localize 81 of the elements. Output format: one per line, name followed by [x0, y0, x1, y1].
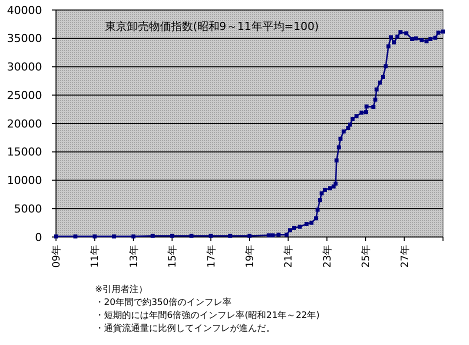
point [420, 38, 424, 42]
point [92, 234, 97, 238]
text: ・20年間で約350倍のインフレ率 [95, 297, 232, 308]
point [424, 39, 429, 44]
point [374, 87, 379, 92]
point [441, 30, 445, 34]
point [309, 220, 314, 225]
y-tick-label: 40000 [7, 4, 42, 17]
point [433, 36, 438, 40]
point [378, 80, 382, 85]
point [288, 228, 292, 232]
y-tick-label: 5000 [14, 202, 42, 216]
point [342, 129, 346, 134]
point [373, 98, 378, 102]
point [354, 114, 359, 118]
point [170, 234, 174, 238]
point [364, 110, 368, 114]
point [112, 234, 116, 238]
point [304, 222, 309, 226]
x-tick-label: 13年 [128, 245, 140, 268]
x-tick-label: 23年 [321, 245, 334, 268]
point [346, 126, 350, 130]
point [334, 158, 339, 162]
point [73, 234, 78, 238]
point [298, 224, 302, 229]
point [270, 233, 275, 238]
x-tick-label: 11年 [89, 245, 102, 268]
point [54, 234, 58, 238]
point [338, 136, 342, 141]
point [348, 122, 352, 127]
x-tick-label: 27年 [398, 245, 411, 268]
point [436, 30, 440, 35]
x-tick-label: 09年 [50, 245, 62, 268]
point [371, 105, 376, 110]
point [404, 31, 408, 36]
y-tick-label: 15000 [7, 146, 42, 159]
point [428, 36, 432, 41]
point [189, 234, 194, 238]
point [322, 188, 327, 192]
point [392, 40, 396, 44]
point [360, 110, 364, 115]
point [398, 30, 402, 34]
point [334, 182, 338, 186]
y-tick-label: 20000 [7, 117, 42, 130]
point [150, 234, 155, 238]
x-tick-label: 17年 [205, 245, 218, 268]
x-tick-label: 19年 [244, 245, 256, 268]
point [228, 234, 232, 238]
point [276, 232, 281, 237]
point [314, 216, 318, 220]
point [292, 226, 296, 230]
point [350, 116, 355, 121]
point [208, 234, 213, 238]
point [410, 36, 414, 41]
y-tick-label: 30000 [7, 60, 42, 74]
x-tick-label: 15年 [166, 245, 179, 268]
point [395, 34, 400, 39]
point [316, 208, 320, 212]
point [248, 234, 252, 238]
point [318, 198, 322, 202]
point [384, 64, 388, 68]
point [388, 35, 393, 40]
y-tick-label: 0 [35, 230, 42, 244]
point [364, 104, 369, 108]
y-tick-label: 10000 [7, 174, 42, 188]
point [284, 232, 289, 237]
point [328, 186, 332, 190]
text: ※引用者注） [95, 284, 148, 295]
point [320, 191, 324, 196]
text: 東京卸売物価指数(昭和9～11年平均=100) [105, 20, 319, 33]
point [386, 44, 390, 48]
x-tick-label: 21年 [282, 245, 295, 268]
point [131, 234, 136, 238]
y-tick-label: 25000 [7, 88, 42, 102]
x-tick-label: 25年 [360, 245, 372, 268]
point [381, 74, 386, 79]
y-tick-label: 35000 [7, 32, 42, 46]
point [336, 145, 341, 150]
point [414, 36, 418, 40]
text: ・通貨流通量に比例してインフレが進んだ。 [95, 323, 275, 334]
text: ・短期的には年間6倍強のインフレ率(昭和21年～22年) [95, 310, 320, 321]
